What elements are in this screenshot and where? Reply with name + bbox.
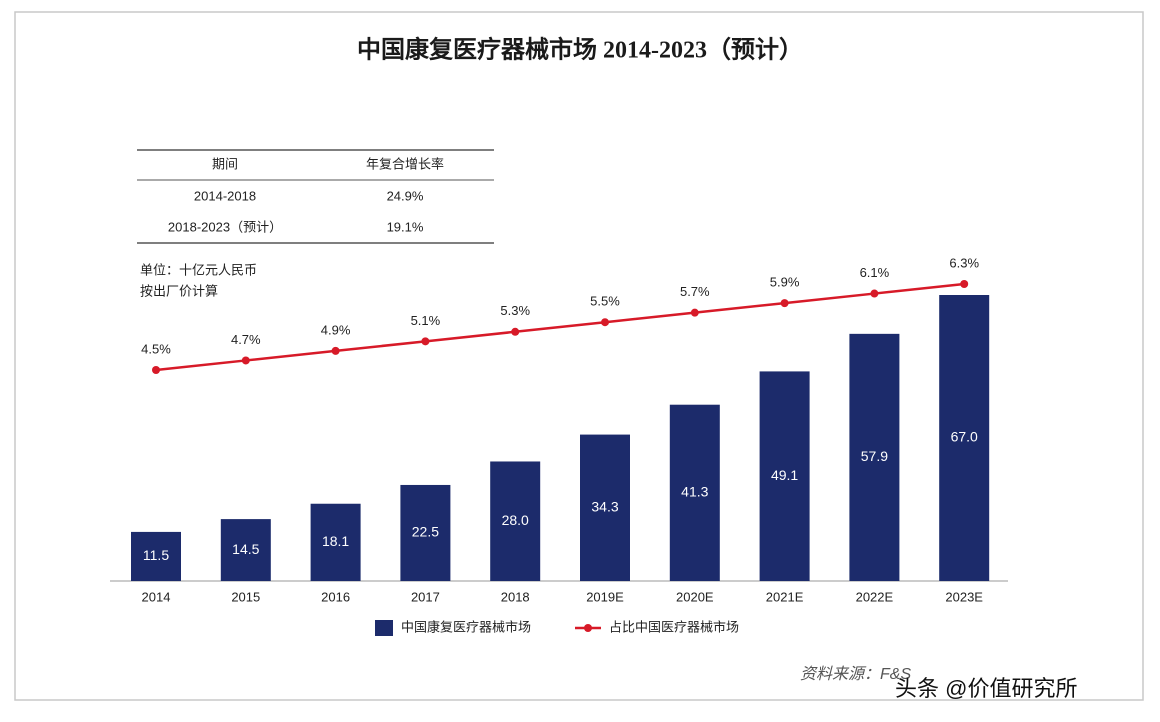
legend-label: 占比中国医疗器械市场 [609,619,739,634]
line-label: 5.7% [680,284,710,299]
unit-note: 按出厂价计算 [140,283,218,298]
bar-label: 28.0 [502,512,529,528]
x-tick-label: 2018 [501,589,530,604]
line-point [601,318,609,327]
bar-label: 57.9 [861,448,888,464]
x-tick-label: 2015 [231,589,260,604]
line-label: 5.9% [770,275,800,290]
table-cell: 2014-2018 [194,188,256,203]
x-tick-label: 2017 [411,589,440,604]
bar-label: 34.3 [591,498,618,514]
line-point [690,308,699,317]
bar-label: 67.0 [951,429,978,445]
bar [310,503,361,581]
source: 资料来源：F&S [800,665,911,683]
watermark: 头条 @价值研究所 [895,676,1077,701]
line-point [421,337,430,346]
line-point [152,366,160,374]
line-point [511,327,520,336]
line-label: 4.7% [231,332,261,347]
line-point [780,299,789,308]
legend-swatch [584,624,592,632]
line-label: 5.3% [500,303,530,318]
bar-label: 11.5 [143,547,169,563]
table-header: 年复合增长率 [366,156,444,171]
bar [490,461,541,581]
bar-label: 41.3 [681,484,708,500]
table-cell: 2018-2023（预计） [168,219,282,234]
line-label: 4.9% [321,322,351,337]
x-tick-label: 2022E [856,589,894,604]
x-tick-label: 2014 [142,589,171,604]
line-label: 5.1% [411,313,441,328]
bar-label: 18.1 [322,533,349,549]
line-point [331,346,340,355]
bar [131,531,181,581]
line-point [960,280,969,288]
line-label: 6.3% [949,255,979,270]
bar [580,434,630,581]
table-cell: 24.9% [387,188,424,203]
bar-label: 22.5 [412,524,439,540]
x-tick-label: 2016 [321,589,350,604]
line [155,282,965,372]
bar [849,333,900,581]
chart-title: 中国康复医疗器械市场 2014-2023（预计） [357,36,803,64]
x-tick-label: 2023E [945,589,983,604]
bar [939,295,990,581]
line-point [241,356,250,365]
x-tick-label: 2020E [676,589,714,604]
unit-note: 单位：十亿元人民币 [140,262,257,277]
line-point [870,289,879,298]
table-header: 期间 [212,156,238,171]
bar [669,404,720,581]
line-label: 5.5% [590,294,620,309]
bar-label: 49.1 [771,467,798,483]
line-label: 6.1% [860,265,890,280]
bar-label: 14.5 [232,541,259,557]
bar [759,371,810,581]
legend-label: 中国康复医疗器械市场 [401,619,531,634]
bar [220,519,271,581]
x-tick-label: 2019E [586,589,624,604]
x-tick-label: 2021E [766,589,804,604]
table-cell: 19.1% [387,219,424,234]
legend-swatch [375,620,393,636]
line-label: 4.5% [141,341,171,356]
bar [400,484,451,581]
